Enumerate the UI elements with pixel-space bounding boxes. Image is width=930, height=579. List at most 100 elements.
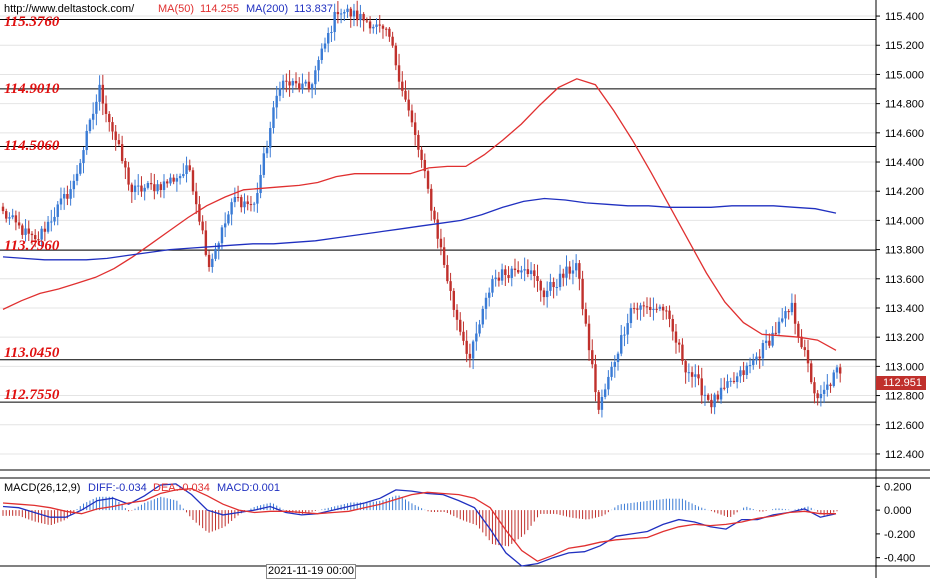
candle-body bbox=[735, 376, 739, 383]
candle-body bbox=[810, 363, 813, 383]
candle-body bbox=[188, 165, 191, 171]
candle-body bbox=[645, 306, 649, 308]
candle-body bbox=[790, 302, 794, 313]
candle-body bbox=[233, 197, 237, 203]
candle-body bbox=[346, 8, 349, 12]
candle-body bbox=[613, 362, 616, 367]
candle-body bbox=[433, 210, 436, 220]
candle-body bbox=[59, 198, 63, 205]
candle-body bbox=[378, 24, 381, 26]
candle-body bbox=[591, 350, 594, 365]
candle-body bbox=[381, 25, 385, 29]
candle-body bbox=[829, 384, 832, 386]
candle-body bbox=[706, 394, 710, 400]
candle-body bbox=[636, 308, 639, 310]
candle-body bbox=[690, 372, 694, 377]
candle-body bbox=[442, 247, 446, 265]
candle-body bbox=[603, 389, 607, 397]
candle-body bbox=[420, 149, 423, 160]
candle-body bbox=[729, 380, 732, 382]
candle-body bbox=[388, 28, 391, 37]
candle-body bbox=[455, 309, 459, 320]
candle-body bbox=[272, 107, 275, 129]
candle-body bbox=[803, 347, 806, 351]
candle-body bbox=[252, 203, 256, 205]
candle-body bbox=[40, 228, 43, 240]
candle-body bbox=[111, 122, 114, 132]
candle-body bbox=[568, 266, 571, 274]
candle-body bbox=[56, 204, 59, 217]
candle-body bbox=[407, 99, 410, 111]
candle-body bbox=[446, 264, 449, 282]
macd-y-tick-label: -0.200 bbox=[884, 529, 915, 541]
candle-body bbox=[336, 11, 340, 15]
y-tick-label: 114.400 bbox=[885, 157, 924, 169]
candle-body bbox=[539, 280, 542, 291]
candle-body bbox=[294, 80, 298, 84]
candle-body bbox=[339, 13, 343, 15]
candle-body bbox=[513, 268, 517, 271]
candle-body bbox=[678, 342, 681, 345]
candle-body bbox=[298, 83, 301, 90]
candle-body bbox=[594, 364, 597, 393]
candle-body bbox=[394, 45, 398, 66]
candle-body bbox=[671, 318, 674, 332]
candle-body bbox=[665, 310, 668, 312]
candle-body bbox=[800, 336, 803, 348]
candle-body bbox=[82, 150, 85, 164]
candle-body bbox=[256, 193, 259, 204]
ma200-label: MA(200) bbox=[246, 3, 289, 15]
candle-body bbox=[314, 70, 317, 85]
candle-body bbox=[195, 191, 198, 205]
candle-body bbox=[349, 8, 352, 17]
candle-body bbox=[359, 13, 362, 21]
candle-body bbox=[172, 177, 175, 182]
candle-body bbox=[320, 48, 323, 61]
candle-body bbox=[95, 101, 98, 114]
candle-body bbox=[436, 219, 439, 239]
candle-body bbox=[520, 270, 523, 273]
candle-body bbox=[581, 278, 584, 310]
current-price-badge: 112.951 bbox=[876, 376, 926, 390]
y-tick-label: 113.000 bbox=[885, 361, 924, 373]
candle-body bbox=[562, 273, 565, 278]
ma200-line bbox=[2, 197, 837, 261]
candle-body bbox=[768, 340, 771, 346]
candle-body bbox=[774, 332, 777, 334]
candle-body bbox=[549, 281, 552, 291]
candle-body bbox=[140, 185, 143, 192]
candle-body bbox=[430, 188, 433, 211]
candle-body bbox=[839, 367, 842, 374]
candle-body bbox=[53, 216, 56, 222]
y-tick-label: 115.000 bbox=[885, 69, 924, 81]
candle-body bbox=[72, 180, 76, 190]
candle-body bbox=[822, 389, 826, 395]
candle-body bbox=[816, 393, 819, 399]
price-grid bbox=[0, 15, 876, 455]
candle-body bbox=[124, 160, 127, 168]
candle-body bbox=[835, 367, 839, 373]
candle-body bbox=[491, 279, 494, 293]
candle-body bbox=[79, 163, 82, 174]
candle-body bbox=[223, 223, 227, 228]
level-label-112755: 112.7550 bbox=[4, 387, 60, 403]
candle-body bbox=[5, 211, 8, 219]
support-resistance-lines bbox=[0, 19, 876, 403]
candle-body bbox=[75, 173, 79, 181]
candle-body bbox=[462, 331, 465, 341]
candle-body bbox=[423, 159, 427, 172]
candle-body bbox=[27, 228, 30, 234]
candle-body bbox=[771, 332, 774, 346]
candle-body bbox=[236, 197, 240, 199]
candle-body bbox=[542, 290, 546, 298]
source-url[interactable]: http://www.deltastock.com/ bbox=[4, 3, 135, 15]
candle-body bbox=[732, 380, 736, 383]
candle-body bbox=[558, 273, 562, 288]
ma50-value: 114.255 bbox=[200, 3, 239, 15]
candle-body bbox=[46, 221, 50, 232]
candle-body bbox=[275, 95, 278, 108]
candle-body bbox=[146, 183, 150, 188]
candle-body bbox=[291, 80, 294, 86]
macd-diff: DIFF:-0.034 bbox=[88, 482, 147, 494]
candle-body bbox=[246, 201, 249, 205]
